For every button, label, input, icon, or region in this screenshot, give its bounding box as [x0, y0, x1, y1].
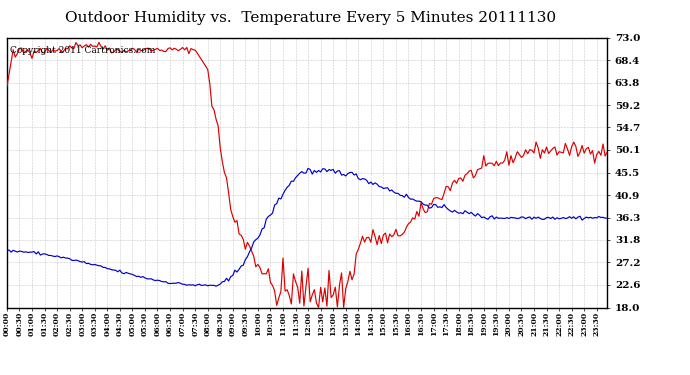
Text: Outdoor Humidity vs.  Temperature Every 5 Minutes 20111130: Outdoor Humidity vs. Temperature Every 5… — [65, 11, 556, 25]
Text: Copyright 2011 Cartronics.com: Copyright 2011 Cartronics.com — [10, 46, 155, 55]
